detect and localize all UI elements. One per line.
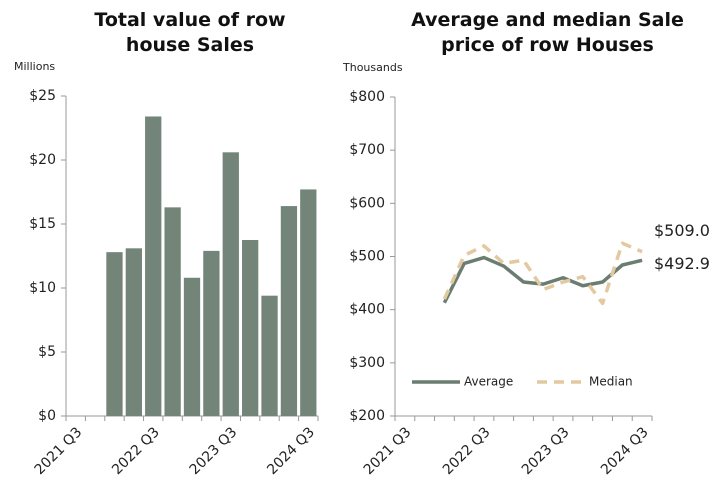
bar [300, 189, 317, 416]
line-series [442, 255, 643, 304]
bar [242, 240, 259, 416]
bar [183, 277, 201, 416]
y-tick-label: $800 [349, 89, 385, 105]
y-tick-label: $10 [29, 280, 56, 296]
x-tick-label: 2023 Q3 [519, 424, 573, 478]
y-tick-label: $500 [349, 249, 385, 265]
legend-label: Average [464, 375, 513, 389]
x-tick-label: 2024 Q3 [598, 424, 652, 478]
line-series [442, 241, 643, 306]
bar [106, 252, 123, 416]
y-tick-label: $600 [349, 195, 385, 211]
bar [203, 250, 220, 416]
bar [261, 295, 278, 416]
value-label: $509.0 [654, 221, 710, 240]
x-tick-label: 2021 Q3 [32, 424, 86, 478]
chart-title: Average and median Sale price of row Hou… [411, 9, 684, 56]
value-label: $492.9 [654, 254, 710, 273]
x-tick-label: 2022 Q3 [109, 424, 163, 478]
x-tick-label: 2022 Q3 [440, 424, 494, 478]
legend-label: Median [589, 375, 633, 389]
y-tick-label: $20 [29, 152, 56, 168]
bar [125, 248, 142, 416]
x-tick-label: 2024 Q3 [264, 424, 318, 478]
bar [164, 207, 181, 416]
x-tick-label: 2023 Q3 [187, 424, 241, 478]
y-tick-label: $200 [349, 408, 385, 424]
y-tick-label: $25 [29, 88, 56, 104]
bar [145, 116, 162, 416]
y-tick-label: $5 [38, 344, 56, 360]
y-tick-label: $0 [38, 408, 56, 424]
y-tick-label: $300 [349, 355, 385, 371]
x-tick-label: 2021 Q3 [361, 424, 415, 478]
bar [280, 206, 298, 416]
bar [222, 152, 239, 416]
y-axis-label: Millions [14, 60, 55, 73]
y-axis-label: Thousands [342, 61, 403, 74]
y-tick-label: $700 [349, 142, 385, 158]
y-tick-label: $400 [349, 302, 385, 318]
y-tick-label: $15 [29, 216, 56, 232]
chart-title: Total value of row house Sales [94, 9, 286, 56]
